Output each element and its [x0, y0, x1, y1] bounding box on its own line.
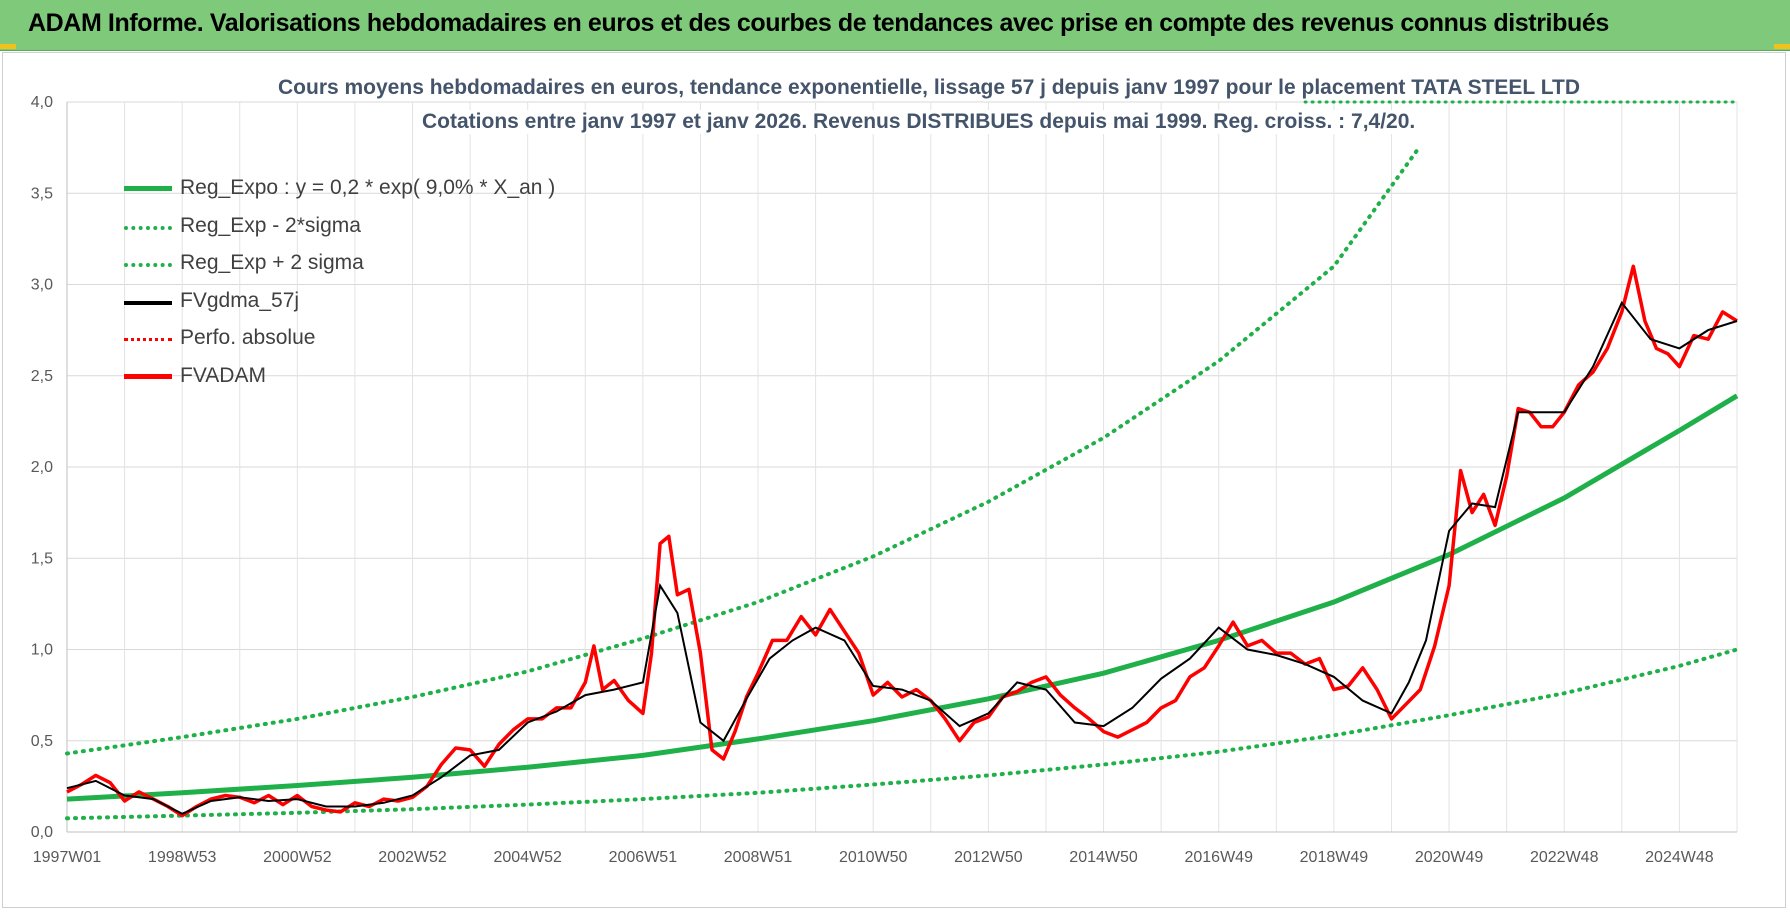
- y-tick-label: 3,5: [31, 185, 53, 202]
- grid-layer: [66, 101, 1738, 833]
- y-tick-label: 1,5: [31, 550, 53, 567]
- series-line-dotted-green: [65, 647, 1739, 821]
- legend-swatch: [124, 300, 172, 305]
- legend-label: Reg_Exp + 2 sigma: [180, 251, 364, 274]
- series-line-solid-green: [66, 393, 1739, 802]
- x-tick-label: 2004W52: [493, 849, 562, 866]
- legend-swatch: [124, 263, 172, 267]
- legend-label: Reg_Exp - 2*sigma: [180, 213, 361, 237]
- legend-swatch: [124, 186, 172, 191]
- axis-layer: 0,0 0,5 1,0 1,5 2,0 2,5 3,0 3,5 4,0 1997W01 1998W5…: [31, 94, 1737, 866]
- x-tick-label: 1998W53: [148, 849, 217, 866]
- x-tick-label: 2000W52: [263, 849, 332, 866]
- corner-mark: [1774, 44, 1790, 49]
- chart-frame: [2, 52, 1786, 908]
- x-tick-label: 2014W50: [1069, 849, 1138, 866]
- x-tick-label: 2024W48: [1645, 849, 1714, 866]
- report-title: ADAM Informe. Valorisations hebdomadaire…: [28, 9, 1609, 37]
- x-tick-label: 2006W51: [609, 849, 678, 866]
- y-tick-label: 3,0: [31, 277, 53, 294]
- x-tick-label: 2012W50: [954, 849, 1023, 866]
- x-tick-label: 1997W01: [33, 849, 102, 866]
- series-layer: [65, 100, 1739, 821]
- y-tick-label: 2,0: [31, 459, 53, 476]
- legend-swatch: [124, 338, 172, 341]
- y-tick-label: 2,5: [31, 368, 53, 385]
- legend-label: FVADAM: [180, 363, 266, 387]
- chart-title-line1: Cours moyens hebdomadaires en euros, ten…: [274, 76, 1584, 100]
- report-banner: ADAM Informe. Valorisations hebdomadaire…: [0, 0, 1790, 51]
- legend-label: Reg_Expo : y = 0,2 * exp( 9,0% * X_an ): [180, 176, 556, 199]
- legend-swatch: [124, 373, 172, 379]
- x-tick-label: 2016W49: [1184, 849, 1253, 866]
- chart-title-line2: Cotations entre janv 1997 et janv 2026. …: [418, 110, 1420, 134]
- legend-swatch: [124, 225, 172, 230]
- corner-mark: [0, 44, 16, 49]
- x-tick-label: 2022W48: [1530, 849, 1599, 866]
- legend-label: Perfo. absolue: [180, 326, 316, 349]
- y-tick-label: 1,0: [31, 642, 53, 659]
- y-tick-label: 4,0: [31, 94, 53, 111]
- legend-label: FVgdma_57j: [180, 288, 300, 312]
- series-line-dotted-green: [65, 143, 1423, 756]
- x-tick-label: 2008W51: [724, 849, 793, 866]
- y-tick-label: 0,0: [31, 824, 53, 841]
- x-tick-label: 2010W50: [839, 849, 908, 866]
- x-tick-label: 2002W52: [378, 849, 447, 866]
- series-line-solid-black: [66, 300, 1738, 815]
- x-tick-label: 2018W49: [1300, 849, 1369, 866]
- x-tick-label: 2020W49: [1415, 849, 1484, 866]
- y-tick-label: 0,5: [31, 733, 53, 750]
